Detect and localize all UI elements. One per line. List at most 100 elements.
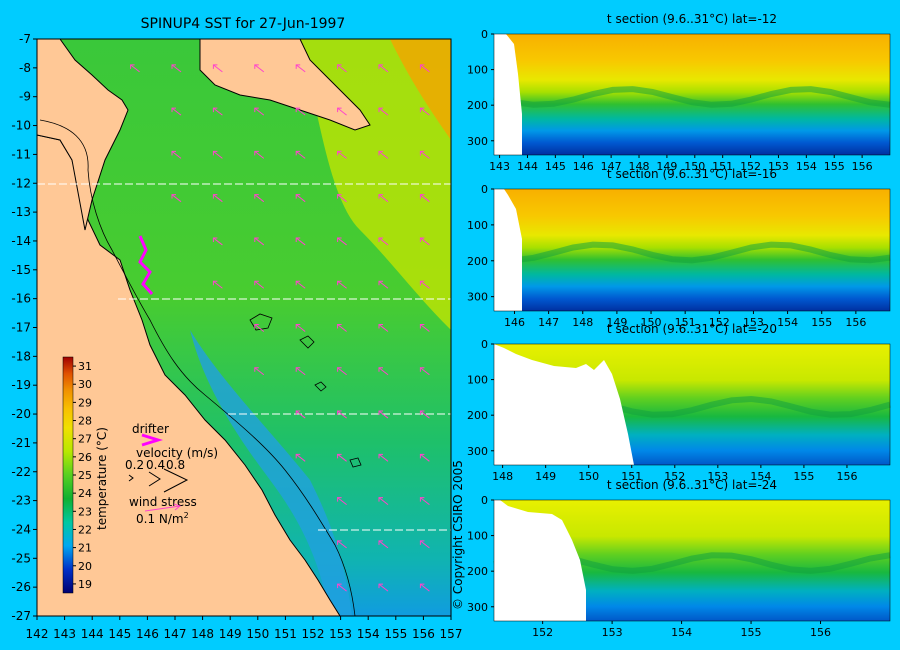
section-x-tick-label: 153 xyxy=(707,470,728,483)
wind-arrow xyxy=(212,64,223,73)
wind-arrow xyxy=(171,194,182,203)
legend: drifter velocity (m/s) 0.2 0.4 0.8 wind … xyxy=(125,422,218,526)
section-x-tick-label: 147 xyxy=(538,316,559,329)
section-title: t section (9.6..31°C) lat=-24 xyxy=(607,478,777,492)
section-panel: t section (9.6..31°C) lat=-12 143 144 145 14… xyxy=(467,12,891,173)
section-panel: t section (9.6..31°C) lat=-24 152 153 154 15… xyxy=(467,478,891,639)
map-y-tick-label: -7 xyxy=(19,32,31,46)
colorbar-tick-label: 31 xyxy=(78,360,92,373)
section-x-tick-label: 147 xyxy=(601,160,622,173)
reef-outline xyxy=(249,313,362,468)
map-y-tick-label: -22 xyxy=(11,465,31,479)
wind-arrow xyxy=(337,453,347,462)
section-y-tick-label: 100 xyxy=(467,530,488,543)
map-y-tick-label: -15 xyxy=(11,263,31,277)
velocity-value-0-2: 0.2 xyxy=(125,458,144,472)
wind-arrow xyxy=(419,583,430,592)
section-frame xyxy=(493,499,891,622)
section-frame xyxy=(493,33,891,156)
colorbar-tick-label: 19 xyxy=(78,578,92,591)
drifter-label: drifter xyxy=(132,422,169,436)
map-x-tick-label: 154 xyxy=(357,627,380,641)
map-x-tick-label: 149 xyxy=(219,627,242,641)
shelf-contour xyxy=(39,119,356,616)
section-y-tick-label: 300 xyxy=(467,601,488,614)
map-x-tick-label: 152 xyxy=(302,627,325,641)
section-frame xyxy=(493,188,891,312)
section-y-tick-label: 0 xyxy=(481,494,488,507)
map-x-tick-label: 153 xyxy=(329,627,352,641)
section-x-tick-label: 146 xyxy=(504,316,525,329)
velocity-arrow-0-8 xyxy=(163,468,189,493)
map-x-tick-label: 157 xyxy=(440,627,463,641)
section-x-tick-label: 153 xyxy=(602,626,623,639)
wind-legend-arrow xyxy=(144,505,181,512)
wind-arrow xyxy=(295,453,306,462)
section-y-tick-label: 100 xyxy=(467,219,488,232)
section-x-tick-label: 152 xyxy=(709,316,730,329)
section-x-tick-label: 144 xyxy=(517,160,538,173)
section-y-tick-label: 300 xyxy=(467,291,488,304)
wind-arrow xyxy=(295,410,306,419)
wind-arrow xyxy=(254,64,265,73)
wind-arrow xyxy=(378,194,389,203)
section-panels: t section (9.6..31°C) lat=-12 143 144 145 14… xyxy=(467,12,891,639)
cape-york-land xyxy=(37,39,129,231)
map-y-tick-label: -27 xyxy=(11,609,31,623)
map-y-tick-label: -19 xyxy=(11,378,31,392)
section-x-tick-label: 156 xyxy=(836,470,857,483)
wind-arrow xyxy=(419,410,430,419)
section-x-tick-label: 150 xyxy=(684,160,705,173)
section-field xyxy=(494,34,890,155)
section-x-tick-label: 148 xyxy=(572,316,593,329)
velocity-value-0-4: 0.4 xyxy=(146,458,165,472)
wind-arrow xyxy=(212,194,223,203)
section-x-tick-label: 151 xyxy=(712,160,733,173)
colorbar-tick-label: 25 xyxy=(78,469,92,482)
wind-arrow xyxy=(419,280,430,289)
wind-stress-value: 0.1 N/m2 xyxy=(136,511,189,526)
copyright-text: © Copyright CSIRO 2005 xyxy=(451,460,465,610)
map-y-tick-label: -17 xyxy=(11,321,31,335)
wind-legend-arrowhead xyxy=(173,503,182,511)
colorbar-tick-label: 23 xyxy=(78,505,92,518)
wind-arrow xyxy=(378,107,389,116)
map-y-tick-label: -23 xyxy=(11,494,31,508)
section-y-tick-label: 0 xyxy=(481,183,488,196)
map-y-tick-label: -20 xyxy=(11,407,31,421)
map-x-tick-label: 151 xyxy=(274,627,297,641)
wind-arrow xyxy=(378,280,389,289)
wind-arrow xyxy=(254,150,265,159)
wind-arrow xyxy=(419,194,430,203)
map-y-tick-label: -9 xyxy=(19,90,31,104)
wind-arrow xyxy=(378,453,389,462)
wind-arrow xyxy=(295,150,306,159)
section-x-tick-label: 154 xyxy=(671,626,692,639)
section-x-tick-label: 154 xyxy=(777,316,798,329)
wind-arrow xyxy=(378,150,389,159)
warm-water-core xyxy=(390,39,451,140)
velocity-label: velocity (m/s) xyxy=(136,446,218,460)
wind-arrow xyxy=(378,540,389,549)
wind-arrows xyxy=(130,64,430,592)
wind-arrow xyxy=(295,107,306,116)
colorbar-tick-label: 21 xyxy=(78,542,92,555)
section-y-tick-label: 100 xyxy=(467,64,488,77)
section-y-tick-label: 200 xyxy=(467,565,488,578)
colorbar-tick-label: 20 xyxy=(78,560,92,573)
map-y-tick-label: -14 xyxy=(11,234,31,248)
wind-arrow xyxy=(212,237,223,246)
wind-arrow xyxy=(212,280,223,289)
map-y-tick-label: -11 xyxy=(11,147,31,161)
section-y-tick-label: 300 xyxy=(467,135,488,148)
section-title: t section (9.6..31°C) lat=-16 xyxy=(607,167,777,181)
section-x-tick-label: 152 xyxy=(740,160,761,173)
new-guinea-land xyxy=(199,39,371,131)
velocity-arrow-0-4 xyxy=(148,471,161,487)
map-y-tick-label: -10 xyxy=(11,119,31,133)
colorbar-tick-label: 22 xyxy=(78,523,92,536)
wind-arrow xyxy=(254,324,265,332)
map-x-tick-label: 142 xyxy=(26,627,49,641)
wind-arrow xyxy=(295,280,306,289)
